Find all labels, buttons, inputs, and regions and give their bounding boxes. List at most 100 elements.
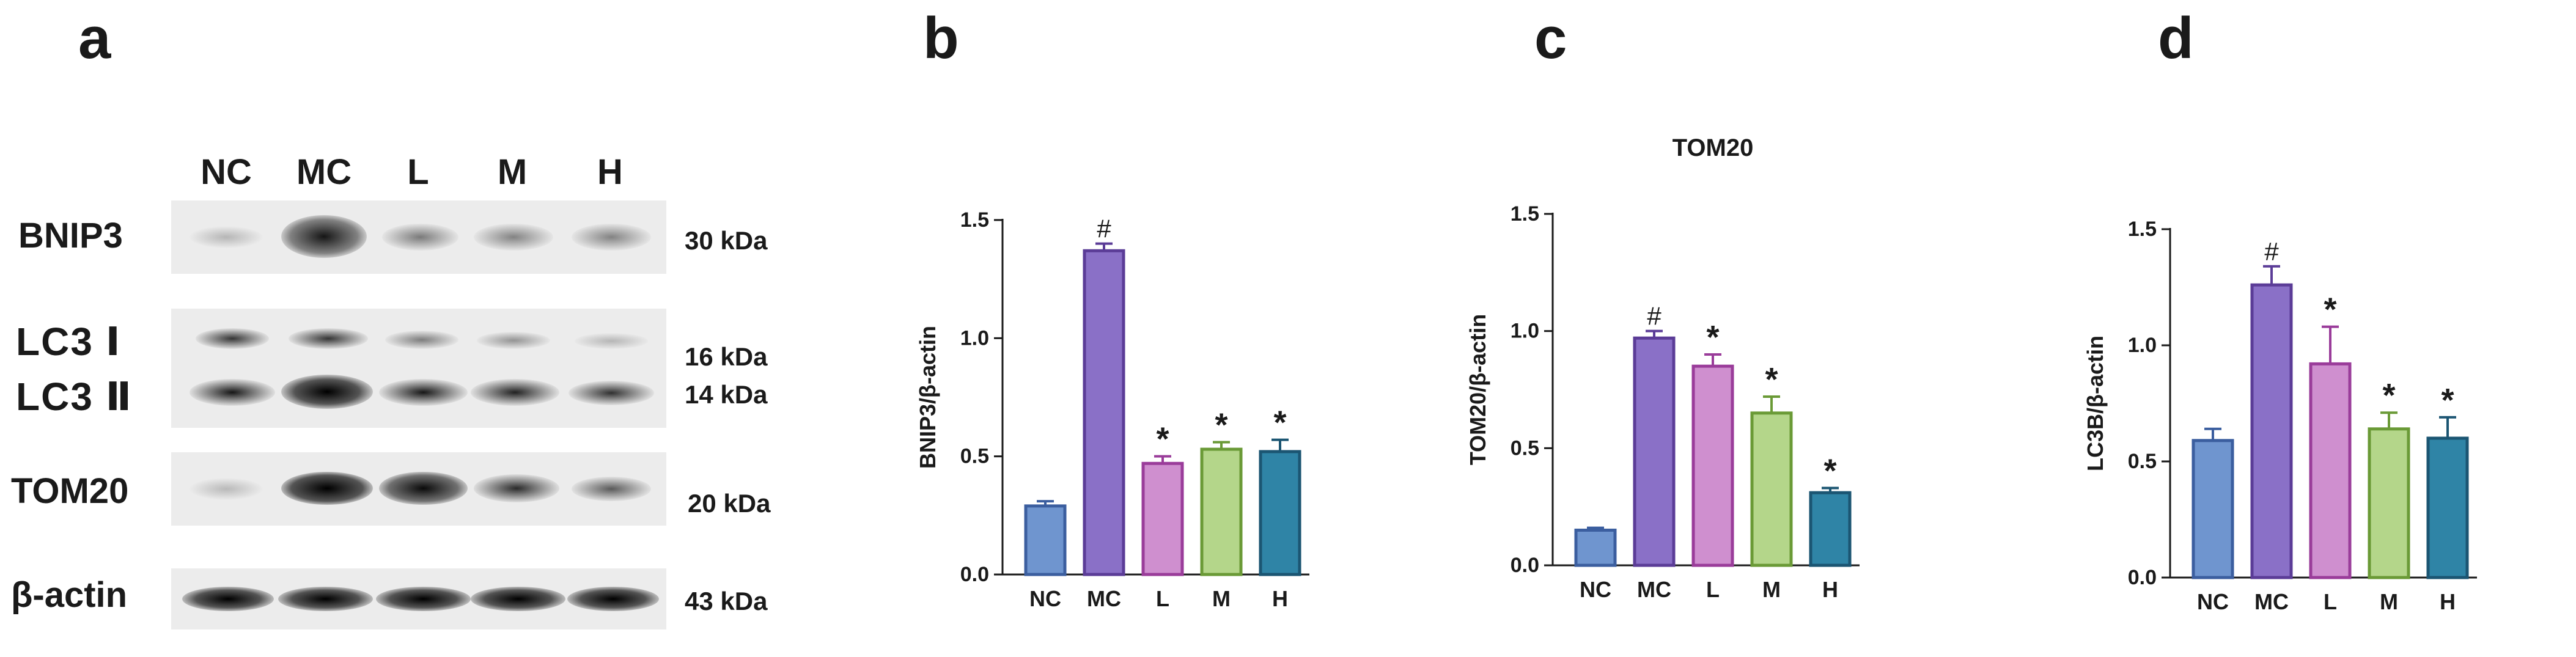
bar-m <box>1750 411 1793 567</box>
panel-letter-a: a <box>78 6 111 71</box>
y-tick-label: 0.5 <box>2128 450 2157 473</box>
x-tick-label: H <box>1272 586 1288 611</box>
lane-label-h: H <box>597 152 623 192</box>
bar-mc <box>1083 249 1125 576</box>
panel-letter-b: b <box>923 6 959 71</box>
y-tick-label: 0.0 <box>2128 566 2157 589</box>
y-tick-label: 0.0 <box>1511 554 1539 577</box>
band-actin-mc <box>278 587 373 611</box>
y-tick-label: 1.5 <box>960 208 989 232</box>
bar-mc <box>2250 283 2293 579</box>
bar-nc <box>1024 504 1067 576</box>
band-lc3ii-nc <box>190 379 275 406</box>
kda-label-beta-actin: 43 kDa <box>685 587 768 615</box>
band-actin-m <box>471 587 565 611</box>
lane-label-l: L <box>407 152 429 192</box>
bar-m <box>2368 427 2410 579</box>
blot-strip-tom20 <box>171 452 666 526</box>
x-tick-label: H <box>2440 589 2456 614</box>
bar-h <box>1259 450 1301 576</box>
protein-label-lc3-ii: LC3 Ⅱ <box>16 375 133 419</box>
y-tick-label: 1.0 <box>2128 334 2157 357</box>
bar-nc <box>1574 529 1617 567</box>
band-lc3ii-h <box>569 381 654 405</box>
x-tick-label: M <box>1762 577 1781 602</box>
band-lc3i-m <box>477 332 550 349</box>
panel-letter-d: d <box>2158 6 2194 71</box>
chart-lc3b: 0.0 0.5 1.0 1.5 LC3B/β-actin NC # MC * L * M * H <box>2083 218 2477 614</box>
blot-strip-bnip3 <box>171 200 666 274</box>
lane-label-m: M <box>497 152 528 192</box>
blot-strip-lc3 <box>171 309 666 428</box>
protein-label-lc3-i: LC3 Ⅰ <box>16 320 122 364</box>
protein-label-tom20: TOM20 <box>11 471 129 511</box>
y-tick-label: 0.0 <box>960 563 989 586</box>
y-tick-label: 0.5 <box>960 445 989 468</box>
x-tick-label: M <box>1212 586 1231 611</box>
band-actin-h <box>567 587 659 611</box>
x-tick-label: L <box>1706 577 1720 602</box>
band-tom20-h <box>572 477 651 501</box>
kda-label-lc3-ii: 14 kDa <box>685 380 768 409</box>
band-bnip3-m <box>474 224 553 251</box>
band-bnip3-mc <box>281 215 367 258</box>
y-tick-label: 1.0 <box>960 326 989 350</box>
bar-mc <box>1633 336 1676 567</box>
band-tom20-nc <box>190 478 263 500</box>
x-tick-label: L <box>2324 589 2337 614</box>
band-bnip3-l <box>382 224 458 251</box>
bar-l <box>1691 364 1734 567</box>
bar-m <box>1200 447 1243 576</box>
blot-strip-beta-actin <box>171 568 666 629</box>
x-tick-label: L <box>1156 586 1169 611</box>
band-tom20-l <box>379 472 468 505</box>
bar-l <box>2309 362 2352 579</box>
lane-label-mc: MC <box>296 152 352 192</box>
band-lc3i-mc <box>289 328 368 349</box>
band-actin-l <box>376 587 471 611</box>
y-axis-label: BNIP3/β-actin <box>915 326 940 469</box>
band-lc3i-nc <box>196 328 269 349</box>
band-lc3i-l <box>385 331 458 349</box>
x-tick-label: MC <box>2254 589 2289 614</box>
x-tick-label: H <box>1822 577 1838 602</box>
bar-h <box>1809 491 1852 567</box>
band-actin-nc <box>182 587 274 611</box>
protein-label-bnip3: BNIP3 <box>18 216 123 255</box>
kda-label-lc3-i: 16 kDa <box>685 342 768 371</box>
significance-star: * <box>1765 361 1778 398</box>
protein-label-beta-actin: β-actin <box>11 575 128 615</box>
band-lc3ii-m <box>471 379 559 406</box>
significance-star: * <box>2324 292 2336 328</box>
x-tick-label: MC <box>1087 586 1121 611</box>
x-tick-label: MC <box>1637 577 1671 602</box>
significance-star: * <box>1823 453 1836 490</box>
significance-star: * <box>1215 406 1227 443</box>
kda-label-bnip3: 30 kDa <box>685 226 768 255</box>
band-lc3ii-mc <box>281 375 373 409</box>
bar-nc <box>2191 439 2234 579</box>
y-tick-label: 0.5 <box>1511 436 1539 460</box>
y-tick-label: 1.5 <box>2128 218 2157 241</box>
chart-tom20: 0.0 0.5 1.0 1.5 TOM20/β-actin TOM20 NC # MC * L * M *… <box>1465 134 1860 602</box>
significance-star: * <box>1273 405 1286 441</box>
band-lc3i-h <box>575 333 648 349</box>
significance-star: * <box>1706 319 1719 356</box>
band-tom20-m <box>474 474 559 502</box>
y-tick-label: 1.0 <box>1511 320 1539 343</box>
x-tick-label: NC <box>1029 586 1061 611</box>
x-tick-label: NC <box>2197 589 2229 614</box>
significance-hash: # <box>1097 215 1111 243</box>
bar-h <box>2426 436 2469 579</box>
western-blot-panel: NC MC L M H BNIP3 30 kDa LC3 Ⅰ LC3 Ⅱ 16 … <box>0 0 856 657</box>
y-axis-label: LC3B/β-actin <box>2083 336 2108 471</box>
lane-label-nc: NC <box>201 152 252 192</box>
y-axis-label: TOM20/β-actin <box>1465 314 1490 465</box>
band-lc3ii-l <box>379 379 468 406</box>
chart-bnip3: 0.0 0.5 1.0 1.5 BNIP3/β-actin NC # MC * L * M * H <box>915 208 1309 611</box>
panel-letter-c: c <box>1534 6 1567 71</box>
y-tick-label: 1.5 <box>1511 202 1539 226</box>
band-tom20-mc <box>281 472 373 505</box>
kda-label-tom20: 20 kDa <box>688 489 771 518</box>
significance-hash: # <box>1647 302 1662 331</box>
